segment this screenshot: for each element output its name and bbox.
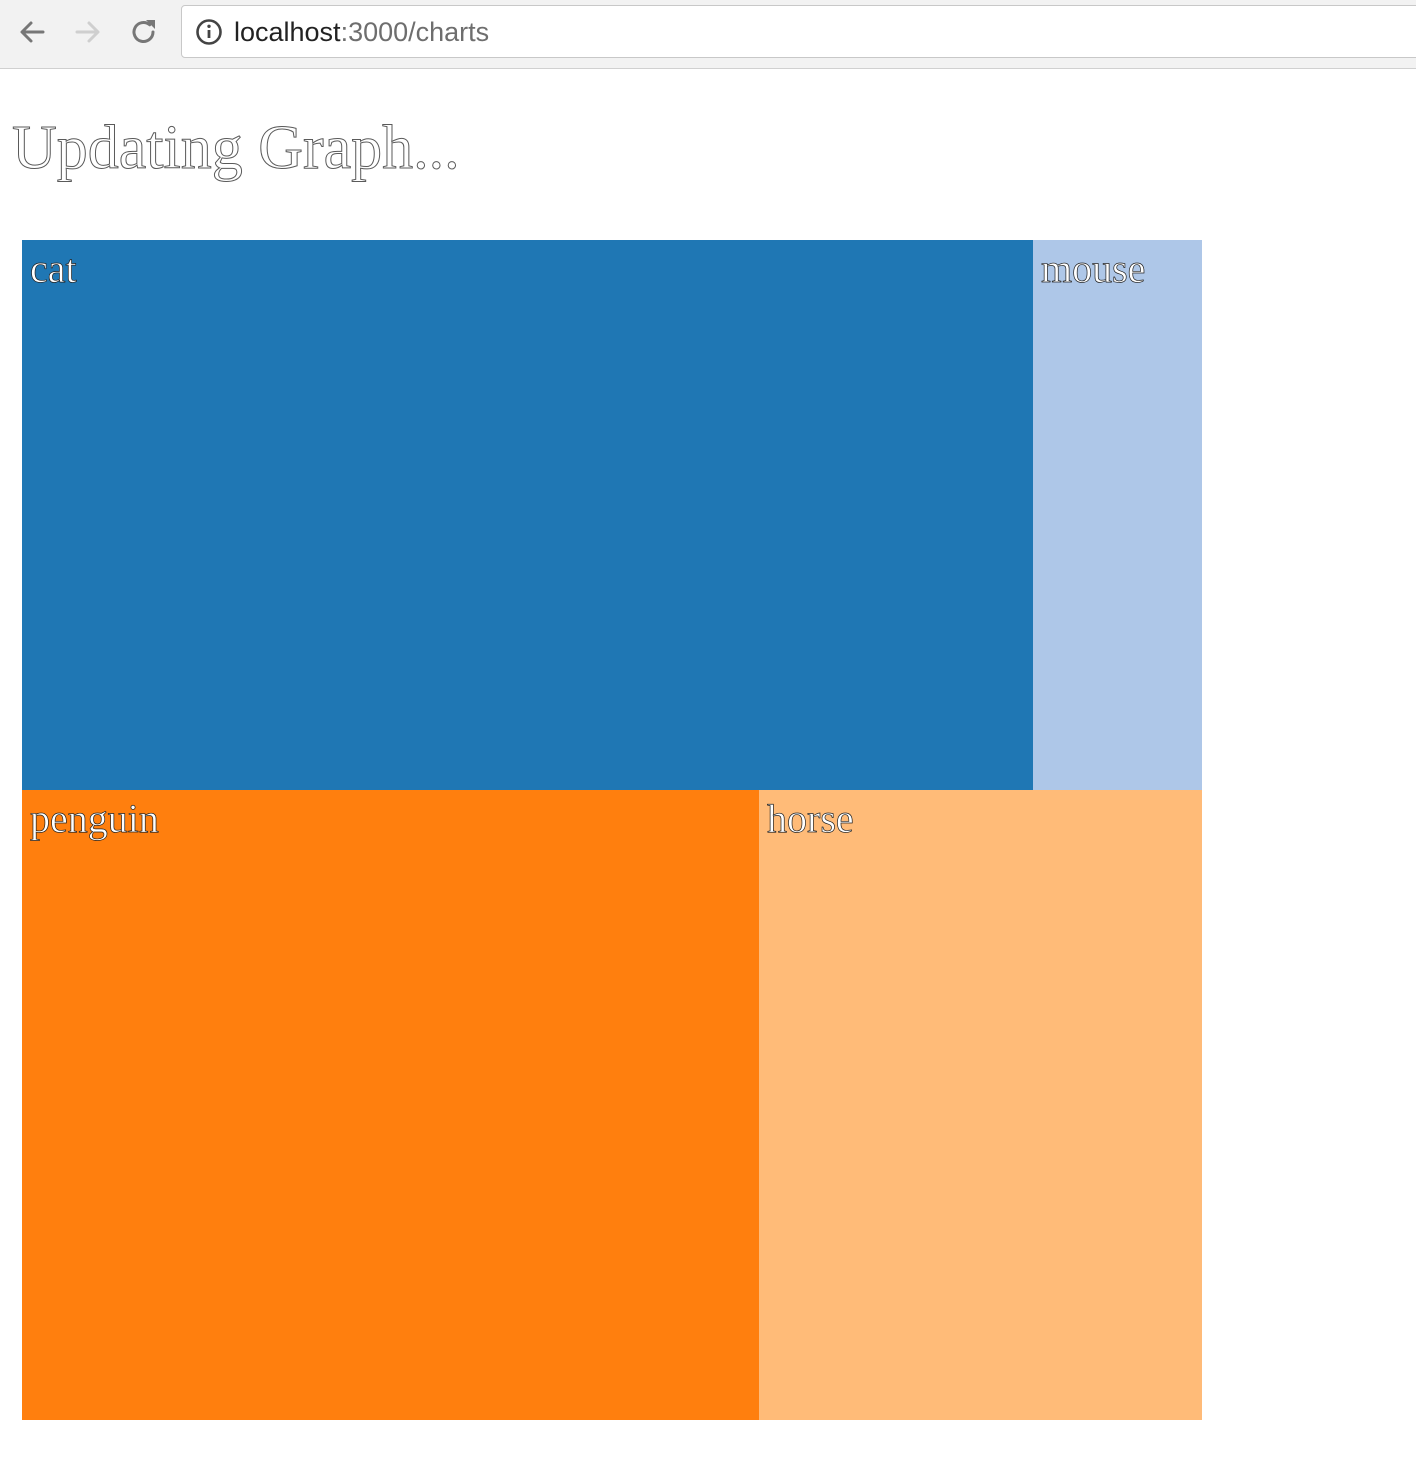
info-circle-icon[interactable] — [195, 18, 223, 46]
arrow-left-icon — [17, 17, 47, 47]
forward-button[interactable] — [70, 14, 106, 50]
treemap-label-horse: horse — [767, 796, 854, 841]
browser-toolbar: localhost:3000/charts — [0, 0, 1416, 69]
treemap-cell-horse: horse — [759, 790, 1202, 1420]
treemap-svg: cat mouse penguin horse — [22, 240, 1202, 1420]
page-title: Updating Graph... — [12, 114, 461, 183]
address-bar[interactable]: localhost:3000/charts — [181, 5, 1416, 58]
arrow-right-icon — [73, 17, 103, 47]
reload-button[interactable] — [126, 14, 162, 50]
url-text: localhost:3000/charts — [234, 16, 489, 48]
treemap-cell-mouse: mouse — [1033, 240, 1202, 790]
treemap-cell-cat: cat — [22, 240, 1033, 790]
back-button[interactable] — [14, 14, 50, 50]
reload-icon — [128, 16, 160, 48]
url-host: localhost — [234, 17, 341, 47]
treemap-label-mouse: mouse — [1041, 246, 1145, 291]
treemap-rect-mouse — [1033, 240, 1202, 790]
treemap-rect-cat — [22, 240, 1033, 790]
url-path: :3000/charts — [340, 17, 490, 47]
treemap-cell-penguin: penguin — [22, 790, 759, 1420]
treemap-rect-horse — [759, 790, 1202, 1420]
treemap-rect-penguin — [22, 790, 759, 1420]
treemap-label-cat: cat — [30, 246, 77, 291]
treemap-chart: cat mouse penguin horse — [22, 240, 1202, 1420]
treemap-label-penguin: penguin — [30, 796, 159, 841]
